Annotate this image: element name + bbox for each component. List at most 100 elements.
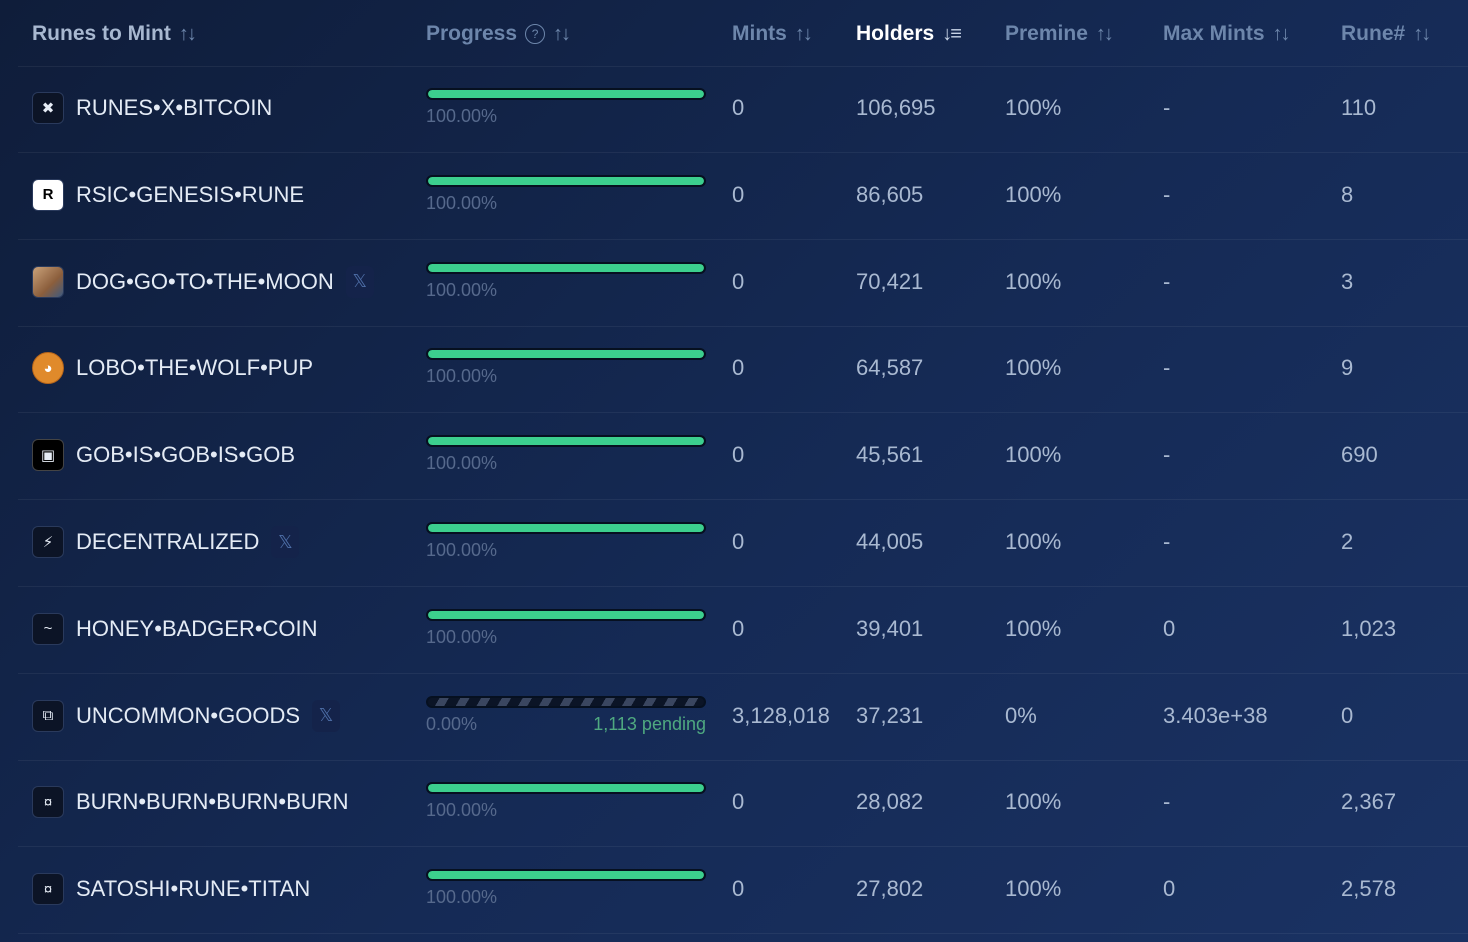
col-header-mints[interactable]: Mints ↑↓ xyxy=(732,22,813,45)
table-row[interactable]: ¤ BURN•BURN•BURN•BURN 100.00% 0 28,082 100% - 2… xyxy=(18,760,1468,848)
x-social-icon[interactable]: 𝕏 xyxy=(312,699,341,732)
rune-number-value: 9 xyxy=(1341,355,1354,381)
rune-number-value: 690 xyxy=(1341,442,1378,468)
rune-logo-icon: ¤ xyxy=(32,786,64,819)
premine-value: 0% xyxy=(1005,702,1037,728)
rune-name-cell[interactable]: ⚡ DECENTRALIZED 𝕏 xyxy=(32,526,300,558)
table-row[interactable]: R RSIC•GENESIS•RUNE 100.00% 0 86,605 100% - 8 xyxy=(18,153,1468,240)
progress-fill xyxy=(428,263,704,272)
rune-logo-icon xyxy=(32,265,64,298)
rune-name[interactable]: DOG•GO•TO•THE•MOON xyxy=(76,268,334,294)
rune-logo-icon: ~ xyxy=(32,612,64,645)
table-row[interactable]: ⚡ DECENTRALIZED 𝕏 100.00% 0 44,005 100% - 2 xyxy=(18,500,1468,587)
rune-number-value: 110 xyxy=(1341,95,1377,120)
mint-progress: 0.00% 1,113 pending xyxy=(426,695,706,735)
table-row[interactable]: ~ HONEY•BADGER•COIN 100.00% 0 39,401 100% 0 1,0… xyxy=(18,587,1468,674)
progress-percent: 100.00% xyxy=(426,626,498,647)
rune-number-value: 3 xyxy=(1341,268,1354,294)
max-mints-value: 0 xyxy=(1163,615,1176,641)
table-row[interactable]: DOG•GO•TO•THE•MOON 𝕏 100.00% 0 70,421 100% - 3 xyxy=(18,240,1468,327)
max-mints-value: - xyxy=(1163,355,1171,381)
premine-value: 100% xyxy=(1005,529,1062,554)
max-mints-value: - xyxy=(1163,181,1171,207)
rune-name-cell[interactable]: ▣ GOB•IS•GOB•IS•GOB xyxy=(32,439,296,472)
rune-logo-icon: ¤ xyxy=(32,873,64,906)
holders-value: 28,082 xyxy=(856,789,924,815)
mint-progress: 100.00% xyxy=(426,782,706,821)
progress-percent: 100.00% xyxy=(426,279,498,300)
rune-name[interactable]: RUNES•X•BITCOIN xyxy=(76,95,273,120)
mints-value: 0 xyxy=(732,789,745,815)
max-mints-value: - xyxy=(1163,529,1171,554)
mint-progress: 100.00% xyxy=(426,608,706,648)
sort-desc-icon[interactable]: ↓≡ xyxy=(942,22,962,45)
progress-percent: 100.00% xyxy=(426,366,498,387)
rune-name-cell[interactable]: DOG•GO•TO•THE•MOON 𝕏 xyxy=(32,265,374,298)
col-header-premine[interactable]: Premine ↑↓ xyxy=(1005,22,1114,45)
max-mints-value: - xyxy=(1163,442,1171,468)
x-social-icon[interactable]: 𝕏 xyxy=(271,526,300,558)
mints-value: 0 xyxy=(732,95,745,120)
rune-name[interactable]: HONEY•BADGER•COIN xyxy=(76,615,318,641)
sort-icon[interactable]: ↑↓ xyxy=(178,22,197,45)
help-icon[interactable]: ? xyxy=(525,24,546,44)
table-row[interactable]: ✖ RUNES•X•BITCOIN 100.00% 0 106,695 100% - 110 xyxy=(18,66,1468,153)
rune-name-cell[interactable]: R RSIC•GENESIS•RUNE xyxy=(32,178,305,211)
rune-name[interactable]: LOBO•THE•WOLF•PUP xyxy=(76,355,314,381)
progress-fill xyxy=(428,176,704,185)
rune-name-cell[interactable]: ◕ LOBO•THE•WOLF•PUP xyxy=(32,352,314,385)
progress-bar xyxy=(426,88,706,100)
premine-value: 100% xyxy=(1005,355,1062,381)
premine-value: 100% xyxy=(1005,442,1062,468)
rune-number-value: 2,367 xyxy=(1341,789,1397,815)
rune-name-cell[interactable]: ~ HONEY•BADGER•COIN xyxy=(32,612,318,645)
progress-bar xyxy=(426,348,706,361)
holders-value: 86,605 xyxy=(856,181,924,207)
rune-name-cell[interactable]: ¤ SATOSHI•RUNE•TITAN xyxy=(32,873,311,906)
progress-percent: 100.00% xyxy=(426,106,498,126)
rune-name[interactable]: RSIC•GENESIS•RUNE xyxy=(76,181,305,207)
holders-value: 27,802 xyxy=(856,876,924,902)
table-row[interactable]: ¤ SATOSHI•RUNE•TITAN 100.00% 0 27,802 100% 0 2,… xyxy=(18,847,1468,935)
mints-value: 0 xyxy=(732,181,745,207)
rune-logo-icon: R xyxy=(32,178,64,211)
table-row[interactable]: ▣ GOB•IS•GOB•IS•GOB 100.00% 0 45,561 100% - 690 xyxy=(18,413,1468,501)
rune-name-cell[interactable]: ✖ RUNES•X•BITCOIN xyxy=(32,92,272,124)
x-social-icon[interactable]: 𝕏 xyxy=(345,265,374,298)
mints-value: 0 xyxy=(732,442,745,468)
rune-name[interactable]: SATOSHI•RUNE•TITAN xyxy=(76,876,311,902)
mint-progress: 100.00% xyxy=(426,261,706,301)
rune-name[interactable]: UNCOMMON•GOODS xyxy=(76,702,301,728)
progress-fill xyxy=(428,610,704,619)
rune-name[interactable]: DECENTRALIZED xyxy=(76,529,260,554)
col-header-max-mints[interactable]: Max Mints ↑↓ xyxy=(1163,22,1291,45)
sort-icon[interactable]: ↑↓ xyxy=(794,22,813,45)
premine-value: 100% xyxy=(1005,181,1062,207)
sort-icon[interactable]: ↑↓ xyxy=(1413,22,1431,45)
max-mints-value: 3.403e+38 xyxy=(1163,702,1268,728)
premine-value: 100% xyxy=(1005,789,1062,815)
progress-percent: 100.00% xyxy=(426,887,498,908)
rune-logo-icon: ✖ xyxy=(32,92,64,124)
max-mints-value: 0 xyxy=(1163,876,1176,902)
progress-bar xyxy=(426,522,706,534)
mints-value: 3,128,018 xyxy=(732,702,830,728)
rune-logo-icon: ⚡ xyxy=(32,526,64,558)
sort-icon[interactable]: ↑↓ xyxy=(553,22,571,45)
rune-name-cell[interactable]: ¤ BURN•BURN•BURN•BURN xyxy=(32,786,349,819)
table-row[interactable]: ⧉ UNCOMMON•GOODS 𝕏 0.00% 1,113 pending 3,128,… xyxy=(18,674,1468,761)
rune-number-value: 0 xyxy=(1341,702,1354,728)
max-mints-value: - xyxy=(1163,789,1171,815)
progress-fill xyxy=(428,784,704,793)
rune-name[interactable]: BURN•BURN•BURN•BURN xyxy=(76,789,349,815)
table-row[interactable]: ◕ LOBO•THE•WOLF•PUP 100.00% 0 64,587 100% - 9 xyxy=(18,326,1468,414)
rune-name[interactable]: GOB•IS•GOB•IS•GOB xyxy=(76,442,296,468)
col-header-name[interactable]: Runes to Mint ↑↓ xyxy=(32,22,197,45)
col-header-holders[interactable]: Holders ↓≡ xyxy=(856,22,962,45)
col-header-rune-number[interactable]: Rune# ↑↓ xyxy=(1341,22,1431,45)
mint-progress: 100.00% xyxy=(426,174,706,214)
sort-icon[interactable]: ↑↓ xyxy=(1272,22,1291,45)
col-header-progress[interactable]: Progress ? ↑↓ xyxy=(426,22,571,45)
sort-icon[interactable]: ↑↓ xyxy=(1095,22,1114,45)
rune-name-cell[interactable]: ⧉ UNCOMMON•GOODS 𝕏 xyxy=(32,699,341,732)
